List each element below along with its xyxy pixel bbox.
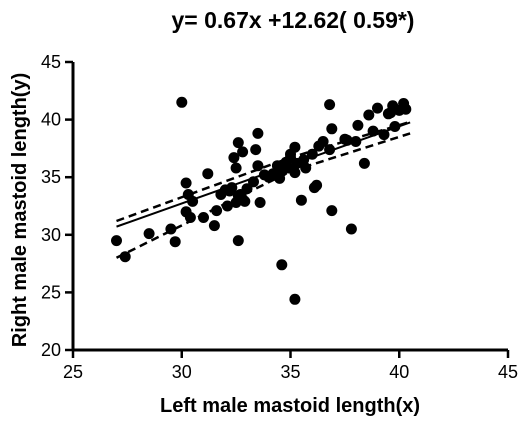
data-point: [324, 144, 336, 156]
data-point: [372, 102, 383, 114]
data-point: [276, 259, 288, 271]
data-point: [239, 195, 251, 207]
data-point: [389, 121, 401, 132]
data-point: [254, 197, 266, 208]
data-point: [378, 129, 390, 141]
data-point: [119, 251, 131, 263]
data-point: [230, 162, 242, 174]
x-tick-label: 30: [172, 362, 192, 382]
data-point: [248, 176, 259, 188]
data-point: [400, 103, 412, 115]
data-point: [237, 146, 249, 158]
data-point: [311, 179, 323, 191]
data-point: [198, 212, 209, 223]
data-point: [289, 167, 301, 179]
data-point: [326, 123, 338, 135]
x-tick-label: 45: [498, 362, 518, 382]
data-point: [289, 141, 301, 153]
y-tick-label: 25: [41, 282, 61, 302]
data-point: [345, 223, 357, 235]
data-point: [295, 194, 307, 206]
data-point: [358, 157, 370, 169]
y-tick-label: 20: [41, 340, 61, 360]
data-point: [252, 127, 264, 139]
data-point: [252, 160, 264, 172]
data-point: [289, 293, 301, 305]
x-tick-label: 35: [280, 362, 300, 382]
data-point: [363, 109, 375, 121]
y-tick-label: 30: [41, 225, 61, 245]
data-point: [350, 136, 362, 147]
data-point: [176, 96, 188, 108]
x-axis-label: Left male mastoid length(x): [160, 395, 420, 417]
data-point: [187, 195, 199, 207]
data-point: [208, 220, 220, 232]
plot-area: [111, 96, 412, 305]
data-point: [341, 134, 353, 146]
y-tick-label: 45: [41, 52, 61, 72]
chart-title: y= 0.67x +12.62( 0.59*): [172, 7, 415, 33]
data-point: [232, 137, 244, 149]
data-point: [165, 223, 177, 235]
y-tick-label: 40: [41, 110, 61, 130]
data-point: [228, 152, 240, 164]
data-point: [226, 182, 238, 194]
confidence-band-lower: [115, 132, 411, 259]
x-tick-label: 25: [63, 362, 83, 382]
data-point: [324, 99, 336, 111]
data-point: [300, 162, 312, 174]
data-point: [317, 136, 329, 147]
data-point: [180, 177, 192, 189]
x-tick-label: 40: [389, 362, 409, 382]
data-point: [306, 148, 318, 160]
y-tick-label: 35: [41, 167, 61, 187]
y-axis-label: Right male mastoid length(y): [9, 73, 31, 347]
data-point: [326, 205, 338, 217]
data-point: [184, 212, 196, 223]
data-point: [241, 183, 253, 195]
data-point: [352, 119, 364, 131]
data-point: [211, 205, 223, 217]
data-point: [250, 144, 262, 156]
data-point: [111, 235, 122, 247]
data-point: [221, 200, 233, 212]
data-point: [143, 228, 155, 240]
data-point: [169, 236, 181, 248]
data-point: [232, 235, 244, 247]
data-point: [367, 125, 379, 137]
data-point: [202, 168, 214, 180]
